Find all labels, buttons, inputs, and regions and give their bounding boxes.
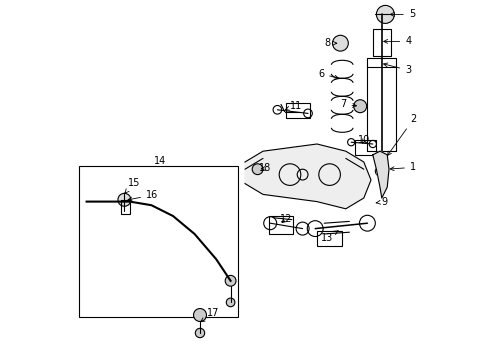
Polygon shape — [245, 144, 371, 209]
Polygon shape — [373, 151, 389, 198]
Circle shape — [354, 100, 367, 113]
Text: 6: 6 — [318, 69, 339, 79]
Circle shape — [376, 5, 394, 23]
Bar — [317, 231, 342, 246]
Text: 5: 5 — [390, 9, 415, 19]
Text: 14: 14 — [154, 156, 167, 166]
Text: 16: 16 — [128, 190, 158, 201]
Circle shape — [226, 298, 235, 307]
Circle shape — [196, 328, 205, 338]
Text: 1: 1 — [390, 162, 416, 172]
Text: 9: 9 — [376, 197, 388, 207]
Text: 18: 18 — [259, 163, 271, 174]
Circle shape — [252, 164, 263, 175]
Circle shape — [194, 309, 206, 321]
Text: 7: 7 — [340, 99, 357, 109]
Text: 12: 12 — [280, 214, 293, 224]
Bar — [79, 166, 238, 317]
Text: 8: 8 — [324, 38, 337, 48]
Circle shape — [333, 35, 348, 51]
Text: 15: 15 — [125, 178, 140, 193]
Text: 13: 13 — [320, 231, 338, 243]
Circle shape — [225, 275, 236, 286]
Bar — [270, 216, 293, 234]
Text: 11: 11 — [286, 101, 302, 111]
Text: 4: 4 — [384, 36, 411, 46]
Bar — [373, 29, 391, 56]
Text: 10: 10 — [358, 135, 370, 145]
Text: 17: 17 — [201, 308, 220, 322]
Text: 3: 3 — [384, 63, 411, 75]
Bar — [121, 200, 130, 214]
Bar — [355, 140, 376, 155]
Text: 2: 2 — [388, 114, 417, 156]
Bar — [286, 103, 310, 118]
Bar — [368, 58, 396, 67]
Circle shape — [118, 193, 131, 206]
